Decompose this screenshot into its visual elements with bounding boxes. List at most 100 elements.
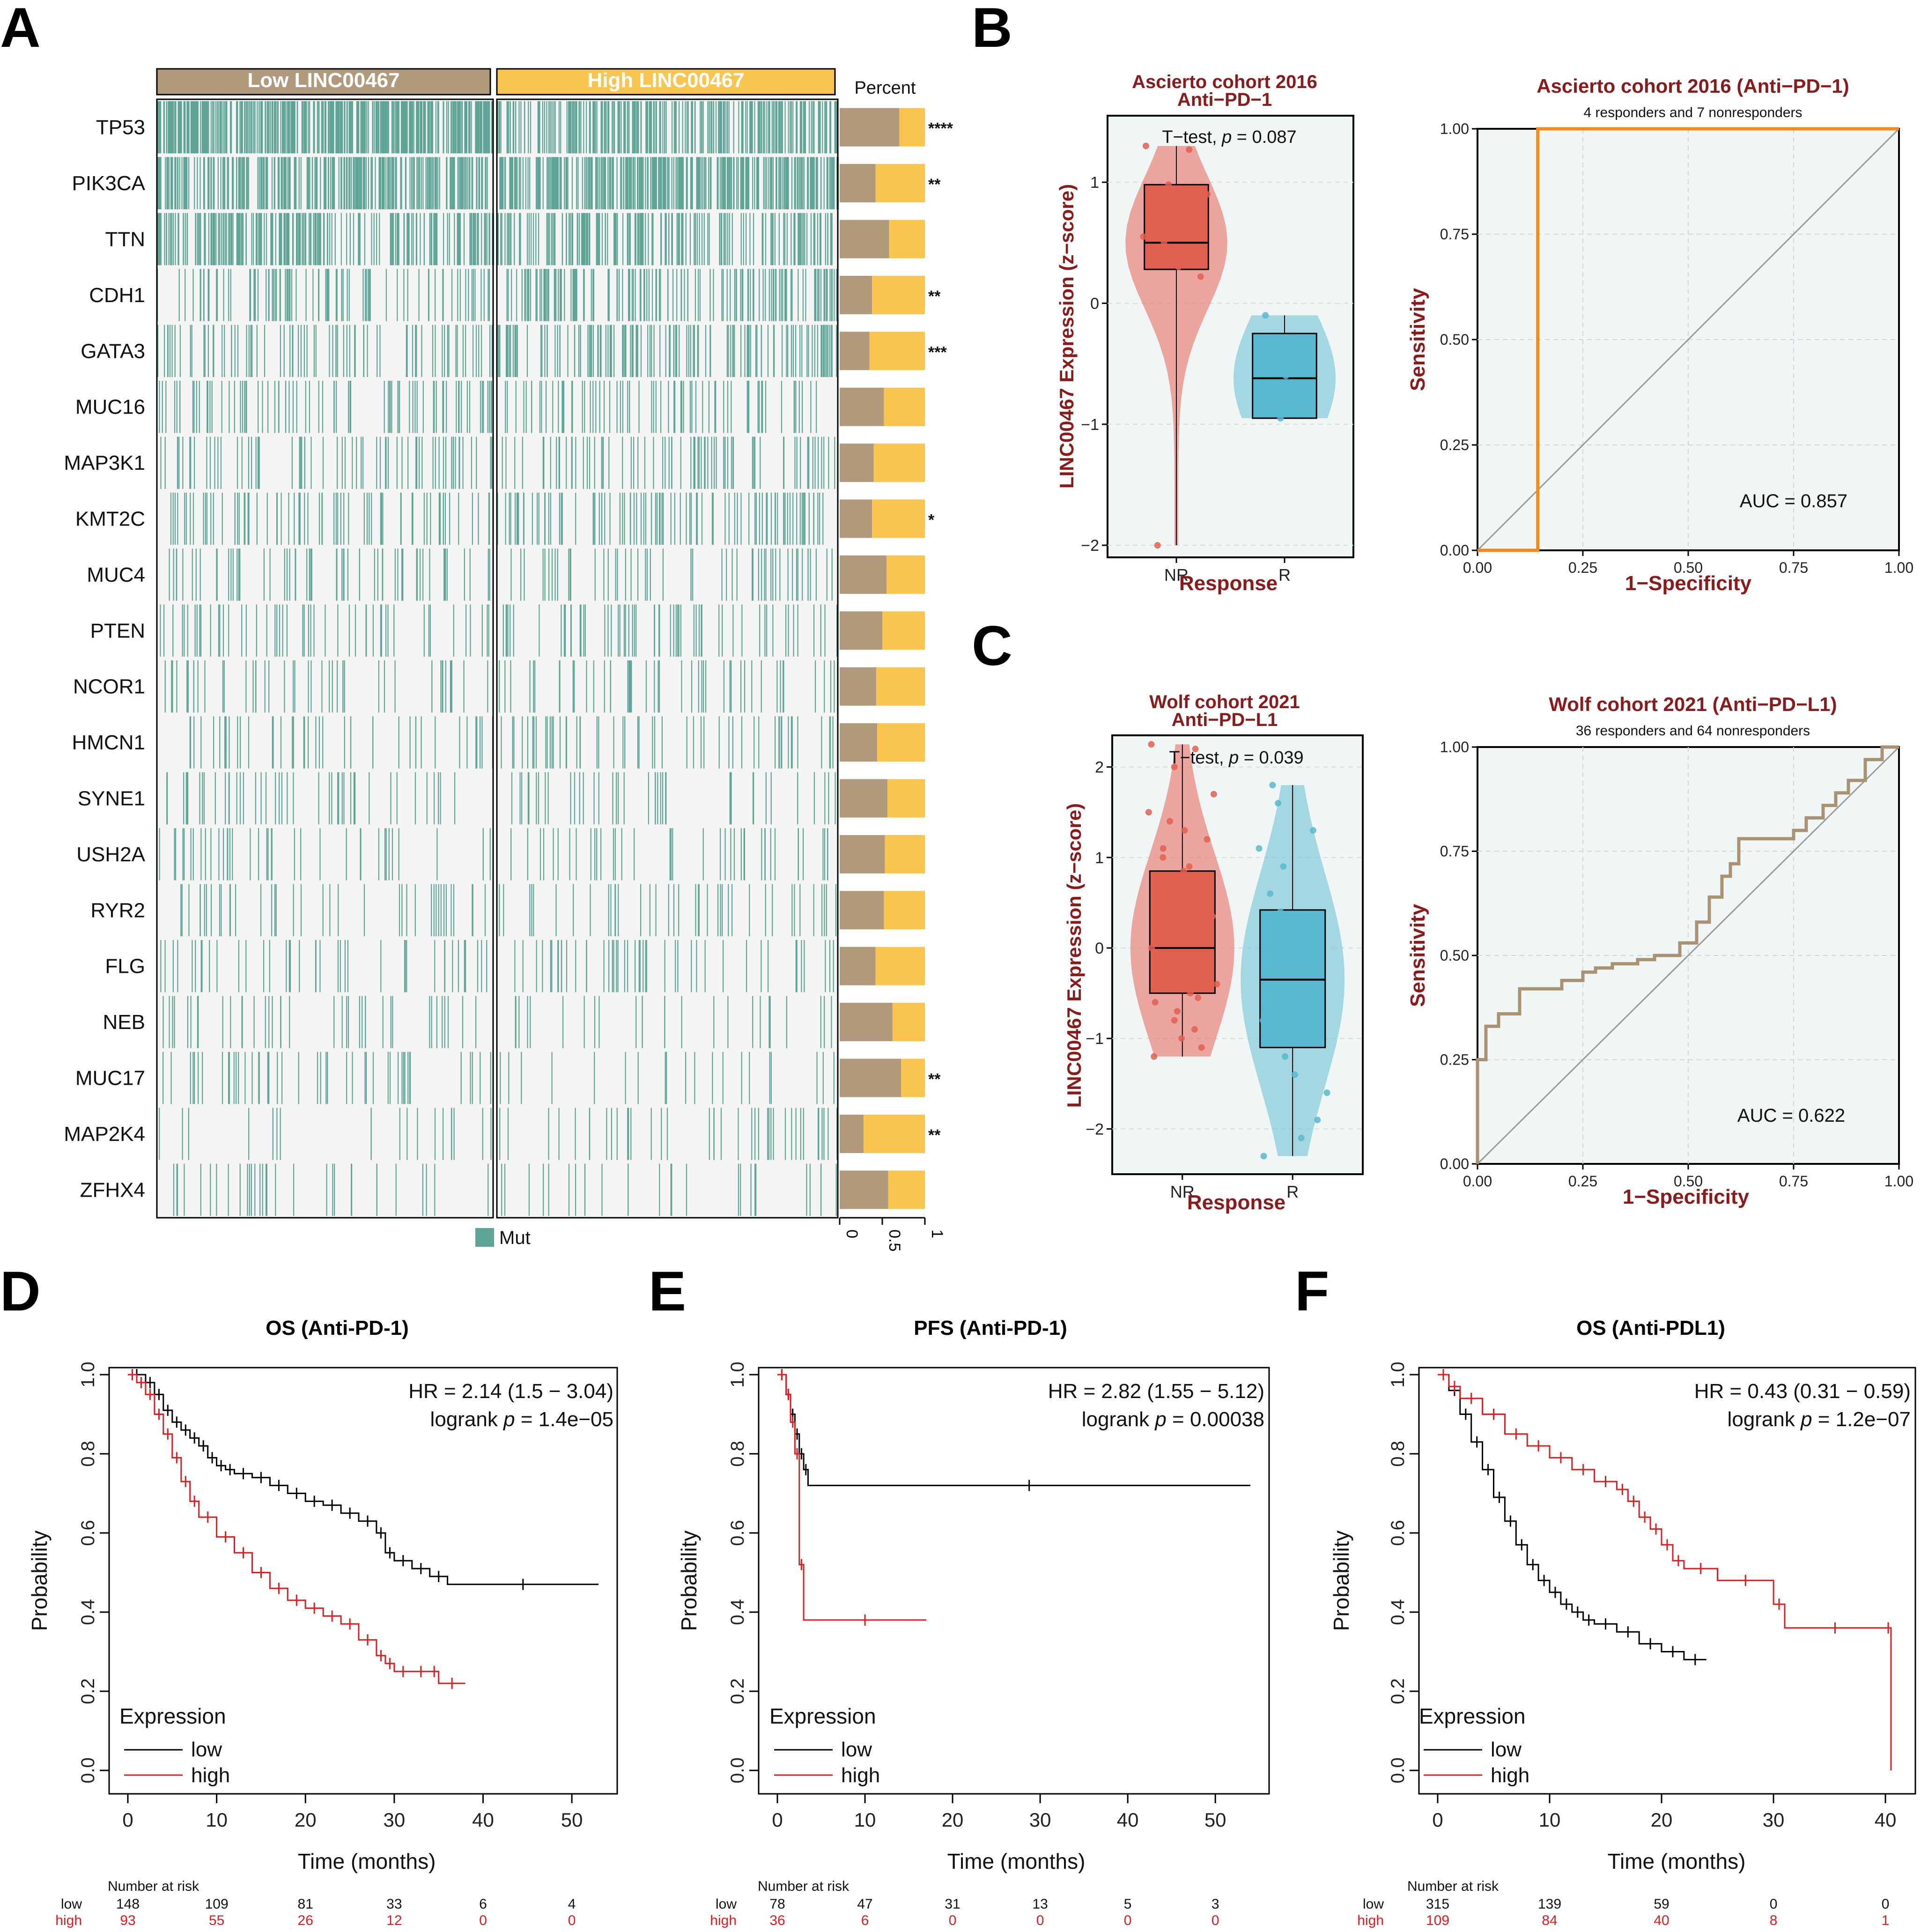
- mutation-tick: [622, 492, 623, 545]
- mutation-tick: [642, 996, 643, 1048]
- mutation-tick: [206, 437, 207, 489]
- mutation-tick: [174, 996, 175, 1048]
- roc-b-auc: AUC = 0.857: [1740, 491, 1847, 511]
- mutation-tick: [244, 1051, 246, 1104]
- mutation-tick: [768, 269, 770, 321]
- mutation-tick: [481, 157, 483, 209]
- km-e-risk-title: Number at risk: [758, 1879, 850, 1894]
- mutation-tick: [313, 604, 315, 657]
- mutation-tick: [656, 101, 657, 154]
- mutation-tick: [697, 157, 699, 209]
- mutation-tick: [651, 325, 652, 377]
- mutation-tick: [172, 604, 174, 657]
- mutation-tick: [481, 940, 482, 992]
- mutation-tick: [822, 492, 824, 545]
- mutation-tick: [762, 101, 764, 154]
- risk-low-value: 148: [116, 1896, 140, 1912]
- mutation-tick: [535, 213, 537, 266]
- mutation-tick: [682, 101, 683, 154]
- km-f-title: OS (Anti-PDL1): [1576, 1317, 1725, 1340]
- mutation-tick: [772, 157, 774, 209]
- mutation-tick: [167, 325, 169, 377]
- mutation-tick: [159, 1108, 160, 1160]
- mutation-tick: [740, 492, 742, 545]
- mutation-tick: [328, 101, 330, 154]
- mutation-tick: [336, 548, 338, 601]
- mutation-tick: [497, 213, 499, 266]
- mutation-tick: [446, 101, 447, 154]
- mutation-tick: [749, 1051, 750, 1104]
- mutation-tick: [758, 716, 760, 769]
- mutation-tick: [531, 213, 532, 266]
- mutation-tick: [727, 101, 728, 154]
- y-tick-label: 0.50: [1440, 331, 1469, 348]
- mutation-tick: [474, 213, 475, 266]
- mutation-tick: [356, 157, 357, 209]
- km-d-logrank-value: = 1.4e−05: [515, 1408, 613, 1431]
- mutation-tick: [178, 269, 180, 321]
- mutation-tick: [388, 828, 390, 881]
- mutation-tick: [497, 101, 498, 154]
- mutation-tick: [199, 772, 200, 825]
- mutation-tick: [792, 325, 794, 377]
- mutation-tick: [604, 157, 606, 209]
- mutation-tick: [579, 604, 581, 657]
- mutation-tick: [355, 325, 356, 377]
- mutation-tick: [274, 381, 275, 433]
- mutation-tick: [628, 101, 630, 154]
- mutation-tick: [622, 269, 623, 321]
- mutation-tick: [208, 269, 210, 321]
- mutation-tick: [660, 157, 662, 209]
- mutation-tick: [507, 604, 509, 657]
- mutation-tick: [551, 213, 552, 266]
- mutation-tick: [310, 437, 312, 489]
- mutation-tick: [722, 1051, 724, 1104]
- mutation-tick: [310, 660, 312, 713]
- x-tick-label: 0.75: [1779, 1173, 1808, 1190]
- mutation-tick: [694, 101, 695, 154]
- mutation-tick: [824, 996, 825, 1048]
- mutation-tick: [192, 1051, 194, 1104]
- mutation-tick: [681, 996, 682, 1048]
- mutation-tick: [177, 213, 179, 266]
- mutation-tick: [633, 157, 635, 209]
- mutation-tick: [240, 716, 241, 769]
- mutation-tick: [458, 381, 460, 433]
- mutation-tick: [576, 269, 577, 321]
- mutation-tick: [645, 660, 647, 713]
- mutation-tick: [416, 157, 418, 209]
- mutation-tick: [704, 437, 706, 489]
- mutation-tick: [179, 381, 181, 433]
- mutation-tick: [709, 101, 710, 154]
- mutation-tick: [289, 996, 290, 1048]
- mutation-tick: [192, 548, 193, 601]
- mutation-tick: [794, 884, 795, 936]
- y-tick-label: 1.00: [1440, 120, 1469, 137]
- mutation-tick: [183, 157, 185, 209]
- mutation-tick: [616, 1108, 618, 1160]
- data-point-nr: [1166, 818, 1173, 825]
- mutation-tick: [465, 157, 467, 209]
- mutation-tick: [421, 157, 422, 209]
- mutation-tick: [222, 101, 224, 154]
- y-tick-label: 0.00: [1440, 542, 1469, 559]
- mutation-tick: [635, 604, 637, 657]
- mutation-tick: [376, 213, 377, 266]
- mutation-tick: [829, 940, 831, 992]
- mutation-tick: [676, 269, 678, 321]
- mutation-tick: [276, 492, 278, 545]
- panel-a: A Low LINC00467 High LINC00467 Percent T…: [0, 0, 953, 1251]
- mutation-tick: [412, 101, 414, 154]
- mutation-tick: [292, 325, 294, 377]
- mutation-tick: [640, 213, 642, 266]
- mutation-tick: [283, 157, 285, 209]
- mutation-tick: [238, 1051, 239, 1104]
- mutation-tick: [404, 1051, 406, 1104]
- mutation-tick: [536, 772, 537, 825]
- mutation-tick: [217, 437, 219, 489]
- mutation-tick: [826, 101, 827, 154]
- mutation-tick: [448, 325, 450, 377]
- mutation-tick: [830, 660, 832, 713]
- mutation-tick: [524, 101, 525, 154]
- mutation-tick: [677, 604, 679, 657]
